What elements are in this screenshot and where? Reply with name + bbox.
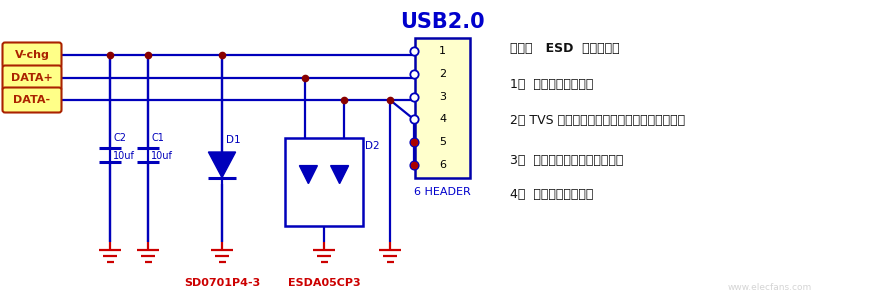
Text: D2: D2 (365, 141, 380, 151)
Text: C2: C2 (113, 133, 126, 143)
Text: www.elecfans.com: www.elecfans.com (728, 284, 812, 292)
Text: 6: 6 (439, 160, 446, 170)
Text: DATA-: DATA- (13, 95, 50, 105)
Text: 4: 4 (439, 115, 446, 125)
Text: 3: 3 (439, 92, 446, 102)
Text: 备注：   ESD  选型原则：: 备注： ESD 选型原则： (510, 42, 620, 55)
Text: 2: 2 (439, 69, 446, 79)
Text: D1: D1 (226, 135, 241, 145)
Text: SD0701P4-3: SD0701P4-3 (184, 278, 260, 288)
Polygon shape (209, 152, 236, 178)
FancyBboxPatch shape (3, 65, 62, 91)
Bar (415, 38, 470, 178)
Text: 2、 TVS 的击穿电压大于电路的最大工作电压；: 2、 TVS 的击穿电压大于电路的最大工作电压； (510, 114, 685, 126)
Text: DATA+: DATA+ (11, 73, 53, 83)
Text: ESDA05CP3: ESDA05CP3 (288, 278, 360, 288)
Text: C1: C1 (151, 133, 164, 143)
FancyBboxPatch shape (3, 42, 62, 68)
Text: 4、  选择算位较小的。: 4、 选择算位较小的。 (510, 188, 593, 201)
FancyBboxPatch shape (3, 88, 62, 112)
Text: 10uf: 10uf (113, 151, 135, 161)
Text: 10uf: 10uf (151, 151, 173, 161)
Text: 6 HEADER: 6 HEADER (414, 187, 471, 197)
Bar (285, 138, 363, 226)
Text: USB2.0: USB2.0 (401, 12, 485, 32)
Polygon shape (299, 166, 317, 184)
Text: V-chg: V-chg (14, 50, 49, 60)
Polygon shape (331, 166, 349, 184)
Text: 1、  选择合适的封装；: 1、 选择合适的封装； (510, 78, 593, 92)
Text: 5: 5 (439, 137, 446, 147)
Text: 1: 1 (439, 46, 446, 56)
Text: 3、  选择符合测试要求的功率；: 3、 选择符合测试要求的功率； (510, 154, 624, 167)
